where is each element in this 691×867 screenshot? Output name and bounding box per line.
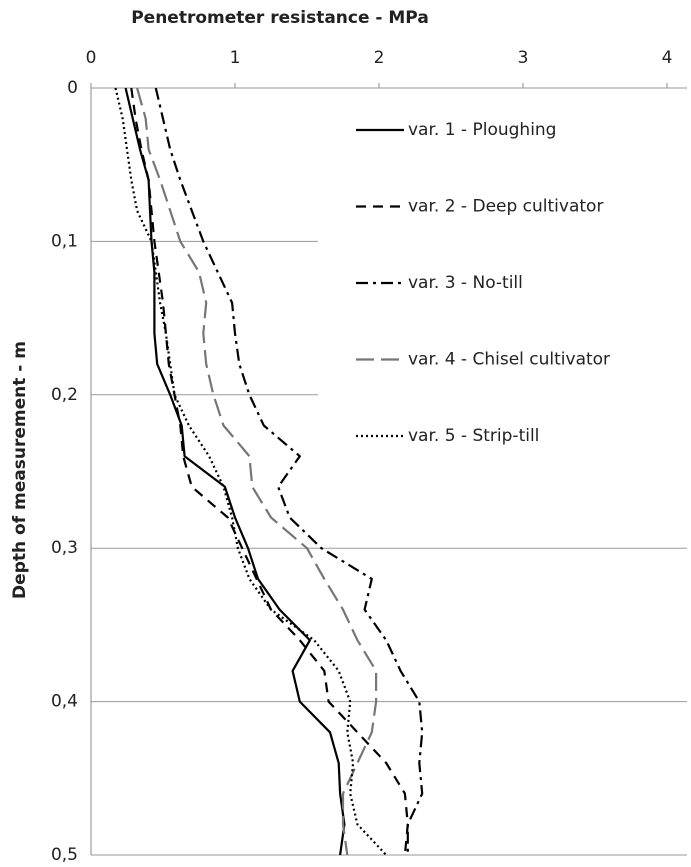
y-tick-label: 0,3	[51, 538, 78, 558]
legend-background	[318, 105, 690, 465]
x-tick-label: 2	[374, 48, 385, 68]
y-tick-label: 0,5	[51, 845, 78, 865]
series-line	[136, 87, 378, 856]
series-line	[114, 87, 388, 856]
legend-label: var. 3 - No-till	[408, 273, 523, 293]
x-tick-label: 3	[518, 48, 529, 68]
chart-title: Penetrometer resistance - MPa	[131, 8, 429, 28]
series-line	[154, 87, 424, 855]
legend-label: var. 2 - Deep cultivator	[408, 197, 603, 217]
x-tick-label: 0	[86, 48, 97, 68]
legend-label: var. 1 - Ploughing	[408, 120, 556, 140]
y-tick-label: 0	[67, 78, 78, 98]
legend-label: var. 4 - Chisel cultivator	[408, 350, 610, 370]
series-line	[124, 87, 346, 856]
x-tick-label: 4	[662, 48, 673, 68]
legend-label: var. 5 - Strip-till	[408, 426, 539, 446]
series-line	[130, 87, 409, 856]
y-tick-label: 0,4	[51, 692, 78, 712]
y-tick-label: 0,2	[51, 385, 78, 405]
y-axis-label: Depth of measurement - m	[10, 341, 30, 599]
x-tick-label: 1	[230, 48, 241, 68]
y-tick-label: 0,1	[51, 231, 78, 251]
